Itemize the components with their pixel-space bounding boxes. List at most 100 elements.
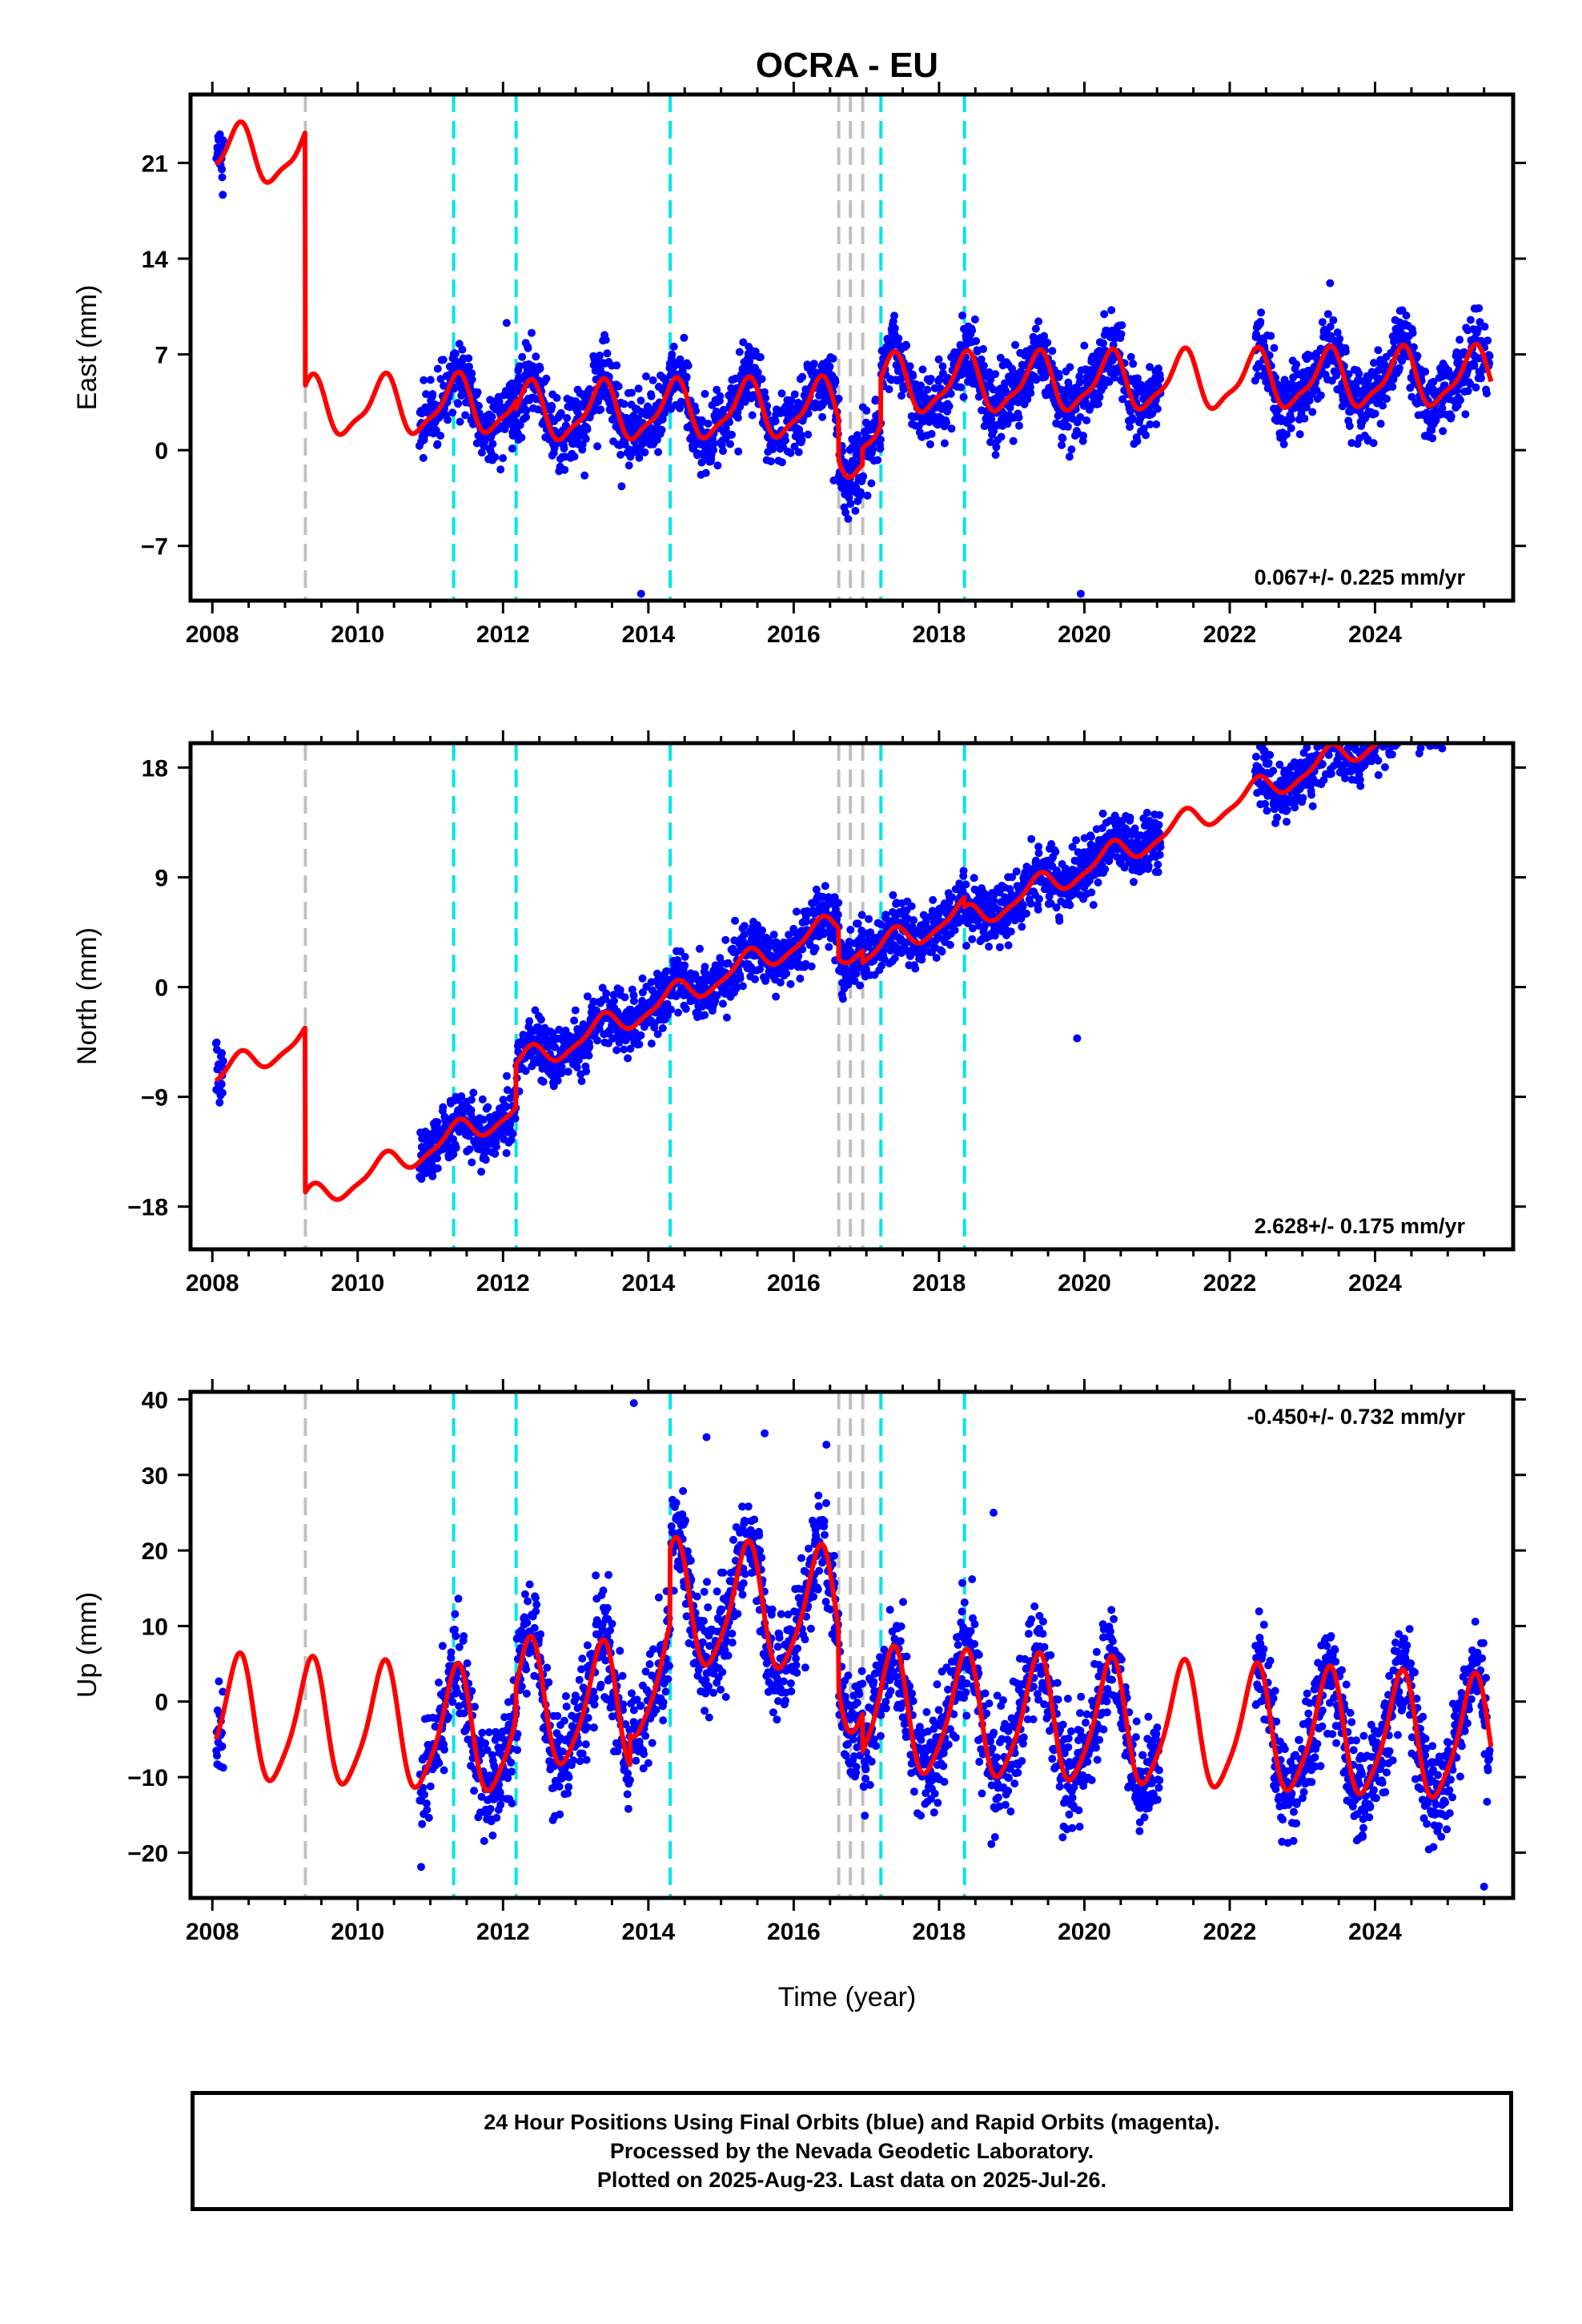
data-point [938,362,947,371]
data-point [1018,900,1027,909]
data-point [478,1095,487,1104]
data-point [1369,439,1378,448]
x-tick-label: 2012 [476,621,530,648]
data-point [658,1023,667,1032]
data-point [701,389,709,398]
data-point [469,1088,478,1097]
data-point [1295,430,1304,439]
data-point [1483,389,1491,398]
data-point [1128,414,1137,423]
data-point [585,1043,594,1051]
data-point [1270,344,1279,352]
data-point [794,448,803,456]
data-point [669,342,678,351]
data-point [704,420,713,428]
data-point [719,447,727,456]
data-point [581,435,590,443]
data-point [713,461,722,470]
data-point [897,392,905,400]
data-point [1383,395,1391,403]
data-point [757,375,766,384]
data-point [1263,806,1271,815]
data-point [1252,752,1260,761]
data-point [467,1106,476,1115]
data-point [491,1149,500,1158]
data-point [991,370,1000,379]
data-point [733,413,742,422]
data-point [1269,766,1278,775]
data-point [1072,836,1081,845]
data-points-east [212,130,1494,598]
data-point [1118,321,1126,330]
data-point [748,411,757,420]
data-point [1086,833,1095,841]
data-point [1439,427,1447,436]
data-point [1034,849,1043,858]
data-point [862,406,871,415]
data-point [1256,317,1265,326]
data-point [674,1008,682,1017]
data-point [1012,867,1021,876]
data-point [1011,340,1020,349]
data-point [811,944,820,952]
data-point [518,352,527,361]
data-point [552,393,561,402]
x-tick-label: 2008 [186,621,239,648]
data-point [809,360,818,368]
data-point [1126,352,1135,361]
data-point [1473,325,1482,334]
data-point [634,384,643,393]
model-line-east [214,119,1494,480]
data-point [927,429,936,438]
data-point [603,349,612,358]
data-point [667,1005,675,1014]
data-point [859,472,868,480]
data-point [1063,422,1072,431]
data-point [782,969,791,978]
data-point [863,491,872,500]
data-point [978,406,986,415]
data-point [701,468,710,477]
data-point-outlier [502,319,511,328]
data-point [771,416,780,425]
data-point [1129,360,1138,368]
data-point [1043,338,1052,347]
data-point [433,364,442,373]
data-point [831,378,840,386]
data-point [713,385,721,394]
data-point [1484,336,1492,345]
data-point [873,456,882,464]
data-point [1316,391,1325,400]
data-point [1080,341,1089,350]
data-point [1413,352,1422,360]
data-point [1154,860,1162,869]
data-point [1299,794,1307,802]
data-point [1142,808,1151,817]
data-point [726,440,734,448]
data-point [1014,413,1023,422]
data-point [542,374,551,383]
data-point [856,981,865,990]
data-point [1035,895,1043,903]
data-point [962,942,970,950]
data-point [461,411,470,420]
data-point [909,916,918,924]
data-point [536,364,544,373]
data-point [647,1039,656,1048]
y-axis-label-east: East (mm) [72,285,102,411]
data-point [1283,806,1291,814]
data-point [1287,415,1296,424]
data-point [1456,336,1464,344]
data-points-north [211,743,1449,1184]
data-point [990,896,998,905]
data-point [638,974,647,983]
data-point [684,361,693,370]
data-point [1475,304,1484,312]
data-point [532,352,540,361]
data-point [1126,423,1134,432]
data-point [647,392,656,400]
data-point [1054,372,1063,381]
data-point [468,376,476,384]
data-point [1300,414,1309,423]
data-point [219,136,227,145]
